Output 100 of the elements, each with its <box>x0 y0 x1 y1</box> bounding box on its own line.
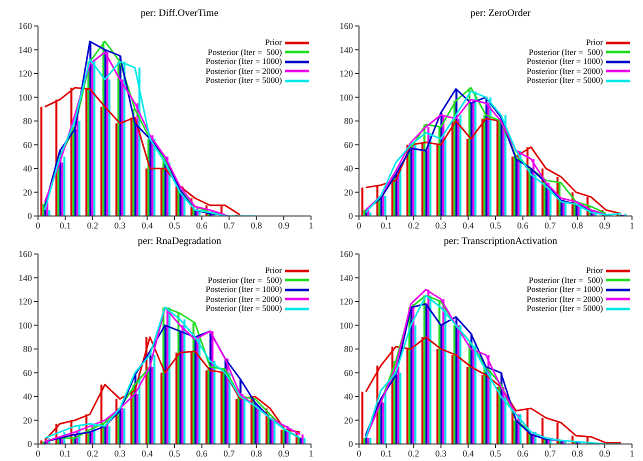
chart-title: per: ZeroOrder <box>469 8 532 21</box>
x-tick-label: 0.9 <box>278 220 290 230</box>
y-tick-label: 120 <box>18 68 32 79</box>
x-tick-label: 0.6 <box>517 448 529 458</box>
legend-label: Posterior (Iter = 500) <box>528 274 603 285</box>
x-tick-label: 1 <box>308 220 314 230</box>
y-tick-label: 0 <box>348 439 354 450</box>
x-tick-label: 0.7 <box>223 220 236 230</box>
x-tick-label: 0.3 <box>114 220 126 230</box>
y-tick-label: 60 <box>23 368 32 378</box>
y-tick-label: 80 <box>344 344 354 354</box>
x-tick-label: 0.3 <box>435 448 448 458</box>
legend-label: Posterior (Iter = 2000) <box>526 66 603 76</box>
x-tick-label: 0.2 <box>408 448 420 458</box>
y-tick-label: 20 <box>23 415 32 426</box>
x-tick-label: 0 <box>36 220 41 230</box>
x-tick-label: 0.5 <box>168 220 181 230</box>
chart-title: per: TranscriptionActivation <box>442 236 558 249</box>
y-tick-label: 20 <box>23 187 32 198</box>
x-tick-label: 0.1 <box>380 220 392 230</box>
x-tick-label: 0.8 <box>250 220 263 230</box>
x-tick-label: 0 <box>36 448 41 458</box>
y-tick-label: 160 <box>18 21 32 32</box>
y-tick-label: 160 <box>340 21 354 32</box>
x-tick-label: 0.5 <box>168 448 181 458</box>
y-tick-label: 100 <box>340 320 354 330</box>
legend-label: Posterior (Iter = 500) <box>208 46 282 57</box>
y-tick-label: 140 <box>18 44 32 55</box>
x-tick-label: 0.9 <box>278 448 290 458</box>
legend-label: Posterior (Iter = 1000) <box>206 284 282 294</box>
y-tick-label: 20 <box>344 415 354 426</box>
x-tick-label: 0.2 <box>86 448 98 458</box>
legend-label: Prior <box>265 37 282 48</box>
y-tick-label: 60 <box>23 140 32 150</box>
x-tick-label: 1 <box>630 448 634 458</box>
x-tick-label: 0.7 <box>223 448 236 458</box>
legend-label: Posterior (Iter = 1000) <box>526 284 603 294</box>
y-tick-label: 160 <box>340 249 354 260</box>
legend-label: Prior <box>586 265 603 276</box>
x-tick-label: 0.8 <box>572 448 584 458</box>
legend-label: Posterior (Iter = 2000) <box>526 294 603 304</box>
x-tick-label: 0.2 <box>408 220 420 230</box>
x-tick-label: 0.8 <box>250 448 263 458</box>
x-tick-label: 0.6 <box>196 448 208 458</box>
y-tick-label: 100 <box>340 92 354 102</box>
y-tick-label: 40 <box>23 392 32 402</box>
y-tick-label: 20 <box>344 187 354 198</box>
x-tick-label: 0.3 <box>435 220 448 230</box>
x-tick-label: 0 <box>356 220 362 230</box>
x-tick-label: 0.9 <box>599 220 611 230</box>
x-tick-label: 0.7 <box>544 448 556 458</box>
legend-label: Posterior (Iter = 500) <box>208 274 282 285</box>
x-tick-label: 0.6 <box>517 220 529 230</box>
legend-label: Posterior (Iter = 1000) <box>526 56 603 66</box>
y-tick-label: 120 <box>18 296 32 307</box>
y-tick-label: 140 <box>340 44 354 55</box>
y-tick-label: 0 <box>348 211 354 222</box>
x-tick-label: 0.9 <box>599 448 611 458</box>
x-tick-label: 0.8 <box>572 220 584 230</box>
x-tick-label: 0.1 <box>380 448 392 458</box>
x-tick-label: 0.4 <box>462 220 474 230</box>
x-tick-label: 0.5 <box>490 220 502 230</box>
y-tick-label: 160 <box>18 249 32 260</box>
chart-title: per: Diff.OverTime <box>140 8 220 21</box>
x-tick-label: 0.5 <box>490 448 502 458</box>
x-tick-label: 0.7 <box>544 220 556 230</box>
x-tick-label: 0.6 <box>196 220 208 230</box>
x-tick-label: 0.1 <box>60 448 71 458</box>
legend-label: Posterior (Iter = 1000) <box>206 56 282 66</box>
y-tick-label: 140 <box>340 272 354 283</box>
y-tick-label: 80 <box>23 344 32 354</box>
legend-label: Prior <box>265 265 282 276</box>
legend-label: Posterior (Iter = 2000) <box>206 66 282 76</box>
y-tick-label: 120 <box>340 296 354 307</box>
chart-title: per: RnaDegradation <box>136 236 222 249</box>
x-tick-label: 0.4 <box>462 448 474 458</box>
y-tick-label: 60 <box>344 368 354 378</box>
legend-label: Posterior (Iter = 5000) <box>526 303 603 314</box>
y-tick-label: 140 <box>18 272 32 283</box>
x-tick-label: 0.4 <box>142 220 154 230</box>
x-tick-label: 0 <box>356 448 362 458</box>
x-tick-label: 0.1 <box>60 220 71 230</box>
legend-label: Posterior (Iter = 500) <box>528 46 603 57</box>
y-tick-label: 0 <box>28 211 32 222</box>
y-tick-label: 40 <box>23 164 32 174</box>
x-tick-label: 0.3 <box>114 448 126 458</box>
x-tick-label: 0.2 <box>86 220 98 230</box>
legend-label: Posterior (Iter = 5000) <box>206 303 282 314</box>
y-tick-label: 0 <box>28 439 32 450</box>
y-tick-label: 100 <box>18 320 32 330</box>
y-tick-label: 40 <box>344 392 354 402</box>
y-tick-label: 100 <box>18 92 32 102</box>
legend-label: Posterior (Iter = 5000) <box>526 75 603 86</box>
y-tick-label: 80 <box>344 116 354 126</box>
x-tick-label: 0.4 <box>142 448 154 458</box>
y-tick-label: 60 <box>344 140 354 150</box>
x-tick-label: 1 <box>630 220 634 230</box>
legend-label: Posterior (Iter = 5000) <box>206 75 282 86</box>
y-tick-label: 80 <box>23 116 32 126</box>
legend-label: Posterior (Iter = 2000) <box>206 294 282 304</box>
